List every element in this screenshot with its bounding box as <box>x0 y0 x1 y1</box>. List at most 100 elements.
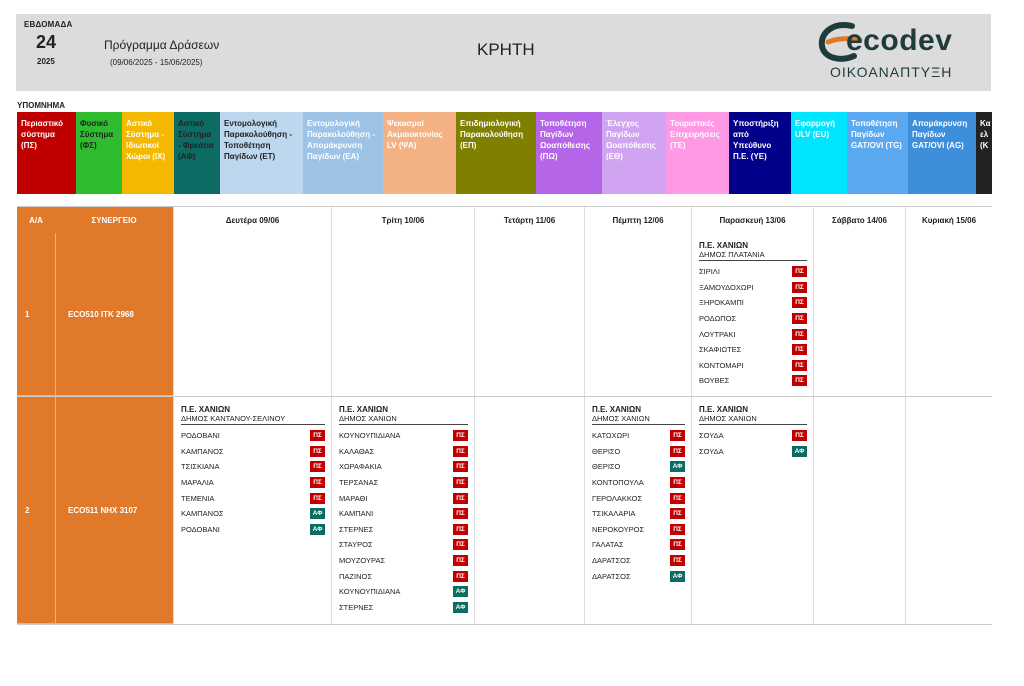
day-cell <box>474 233 584 396</box>
activity-badge: ΠΣ <box>453 570 468 582</box>
table-row: 2 ECO511 ΝΗΧ 3107 Π.Ε. ΧΑΝΙΩΝ ΔΗΜΟΣ ΚΑΝΤΑΝΟ… <box>17 397 992 625</box>
table-row: 1 ECO510 ΙΤΚ 2968 Π.Ε. ΧΑΝΙΩΝ ΔΗΜΟΣ ΠΛΑΤΑΝΙ… <box>17 233 992 397</box>
day-cell <box>331 233 474 396</box>
activity-badge: ΠΣ <box>310 477 325 489</box>
village-name: ΤΕΜΕΝΙΑ <box>181 493 215 503</box>
week-number: 24 <box>36 32 57 52</box>
column-header: Α/Α <box>17 207 55 233</box>
list-item: ΔΑΡΑΤΣΟΣ ΑΦ <box>592 568 685 584</box>
list-item: ΜΑΡΑΛΙΑ ΠΣ <box>181 475 325 491</box>
regional-unit: Π.Ε. ΧΑΝΙΩΝ <box>592 405 642 414</box>
day-cell: Π.Ε. ΧΑΝΙΩΝ ΔΗΜΟΣ ΚΑΝΤΑΝΟΥ-ΣΕΛΙΝΟΥ ΡΟΔΟΒΑΝ… <box>173 397 331 624</box>
logo-text: ecodev <box>846 24 953 57</box>
village-name: ΤΣΙΚΑΛΑΡΙΑ <box>592 509 636 519</box>
village-name: ΔΑΡΑΤΣΟΣ <box>592 571 631 581</box>
village-name: ΡΟΔΩΠΟΣ <box>699 314 737 324</box>
village-name: ΓΑΛΑΤΑΣ <box>592 540 624 550</box>
list-item: ΠΑΖΙΝΟΣ ΠΣ <box>339 568 468 584</box>
village-name: ΡΟΔΟΒΑΝΙ <box>181 524 220 534</box>
column-header: Τετάρτη 11/06 <box>474 207 584 233</box>
table-header: Α/Α ΣΥΝΕΡΓΕΙΟ Δευτέρα 09/06 Τρίτη 10/06 Τετά… <box>17 206 992 233</box>
list-item: ΛΟΥΤΡΑΚΙ ΠΣ <box>699 326 807 342</box>
village-name: ΚΟΥΝΟΥΠΙΔΙΑΝΑ <box>339 431 401 441</box>
list-item: ΘΕΡΙΣΟ ΑΦ <box>592 459 685 475</box>
list-item: ΣΟΥΔΑ ΑΦ <box>699 444 807 460</box>
activity-badge: ΠΣ <box>670 508 685 520</box>
village-name: ΣΟΥΔΑ <box>699 446 724 456</box>
village-name: ΛΟΥΤΡΑΚΙ <box>699 329 736 339</box>
village-name: ΞΗΡΟΚΑΜΠΙ <box>699 298 744 308</box>
list-item: ΡΟΔΩΠΟΣ ΠΣ <box>699 311 807 327</box>
activity-badge: ΑΦ <box>670 461 685 473</box>
list-item: ΚΑΜΠΑΝΟΣ ΠΣ <box>181 444 325 460</box>
day-cell <box>813 233 905 396</box>
legend-item: Εντομολογική Παρακολούθηση - Απομάκρυνση… <box>303 112 383 194</box>
regional-unit: Π.Ε. ΧΑΝΙΩΝ <box>699 405 749 414</box>
activity-badge: ΠΣ <box>792 328 807 340</box>
legend-item: Τουριστικές Επιχειρήσεις (ΤΕ) <box>666 112 729 194</box>
activity-badge: ΠΣ <box>670 523 685 535</box>
legend-title: ΥΠΟΜΝΗΜΑ <box>17 101 65 110</box>
column-header: Σάββατο 14/06 <box>813 207 905 233</box>
village-name: ΚΑΜΠΑΝΟΣ <box>181 509 224 519</box>
village-name: ΜΑΡΑΘΙ <box>339 493 368 503</box>
village-name: ΣΙΡΙΛΙ <box>699 267 720 277</box>
activity-badge: ΠΣ <box>792 430 807 442</box>
activity-badge: ΠΣ <box>310 430 325 442</box>
list-item: ΤΕΜΕΝΙΑ ΠΣ <box>181 490 325 506</box>
list-item: ΚΑΜΠΑΝΙ ΠΣ <box>339 506 468 522</box>
legend-item: Έλεγχος Παγίδων Ωοαπόθεσης (ΕΘ) <box>602 112 666 194</box>
list-item: ΣΤΕΡΝΕΣ ΠΣ <box>339 522 468 538</box>
activity-badge: ΑΦ <box>453 586 468 598</box>
activity-badge: ΠΣ <box>453 523 468 535</box>
logo-subtitle: ΟΙΚΟΑΝΑΠΤΥΞΗ <box>830 64 953 80</box>
legend-item: Περιαστικό σύστημα (ΠΣ) <box>17 112 76 194</box>
village-name: ΘΕΡΙΣΟ <box>592 462 621 472</box>
village-name: ΚΑΛΑΘΑΣ <box>339 446 375 456</box>
day-cell <box>584 233 691 396</box>
activity-badge: ΠΣ <box>453 461 468 473</box>
list-item: ΜΟΥΖΟΥΡΑΣ ΠΣ <box>339 553 468 569</box>
activity-badge: ΠΣ <box>670 477 685 489</box>
list-item: ΣΤΑΥΡΟΣ ΠΣ <box>339 537 468 553</box>
list-item: ΡΟΔΟΒΑΝΙ ΑΦ <box>181 522 325 538</box>
village-name: ΣΤΕΡΝΕΣ <box>339 524 374 534</box>
team-name: ECO511 ΝΗΧ 3107 <box>55 397 173 624</box>
village-name: ΧΩΡΑΦΑΚΙΑ <box>339 462 382 472</box>
activity-badge: ΑΦ <box>310 523 325 535</box>
list-item: ΤΣΙΚΑΛΑΡΙΑ ΠΣ <box>592 506 685 522</box>
legend-item: Υποστήριξη από Υπεύθυνο Π.Ε. (ΥΕ) <box>729 112 791 194</box>
activity-badge: ΠΣ <box>453 477 468 489</box>
legend-item: Ψεκασμοί Ακμαιοκτονίας LV (ΨΑ) <box>383 112 456 194</box>
village-name: ΜΑΡΑΛΙΑ <box>181 478 214 488</box>
village-name: ΚΑΜΠΑΝΟΣ <box>181 446 224 456</box>
activity-badge: ΑΦ <box>453 601 468 613</box>
list-item: ΒΟΥΒΕΣ ΠΣ <box>699 373 807 389</box>
list-item: ΜΑΡΑΘΙ ΠΣ <box>339 490 468 506</box>
list-item: ΚΟΝΤΟΜΑΡΙ ΠΣ <box>699 358 807 374</box>
activity-badge: ΠΣ <box>670 492 685 504</box>
list-item: ΝΕΡΟΚΟΥΡΟΣ ΠΣ <box>592 522 685 538</box>
list-item: ΚΑΛΑΘΑΣ ΠΣ <box>339 444 468 460</box>
list-item: ΚΑΜΠΑΝΟΣ ΑΦ <box>181 506 325 522</box>
list-item: ΞΗΡΟΚΑΜΠΙ ΠΣ <box>699 295 807 311</box>
date-range: (09/06/2025 - 15/06/2025) <box>110 58 203 67</box>
list-item: ΓΑΛΑΤΑΣ ΠΣ <box>592 537 685 553</box>
municipality: ΔΗΜΟΣ ΧΑΝΙΩΝ <box>699 414 807 425</box>
list-item: ΤΕΡΣΑΝΑΣ ΠΣ <box>339 475 468 491</box>
column-header: Τρίτη 10/06 <box>331 207 474 233</box>
municipality: ΔΗΜΟΣ ΚΑΝΤΑΝΟΥ-ΣΕΛΙΝΟΥ <box>181 414 325 425</box>
activity-badge: ΠΣ <box>670 430 685 442</box>
team-name: ECO510 ΙΤΚ 2968 <box>55 233 173 396</box>
village-name: ΤΕΡΣΑΝΑΣ <box>339 478 379 488</box>
list-item: ΓΕΡΟΛΑΚΚΟΣ ΠΣ <box>592 490 685 506</box>
day-cell <box>813 397 905 624</box>
column-header: Κυριακή 15/06 <box>905 207 992 233</box>
village-name: ΓΕΡΟΛΑΚΚΟΣ <box>592 493 643 503</box>
list-item: ΚΟΥΝΟΥΠΙΔΙΑΝΑ ΑΦ <box>339 584 468 600</box>
list-item: ΡΟΔΟΒΑΝΙ ΠΣ <box>181 428 325 444</box>
column-header: ΣΥΝΕΡΓΕΙΟ <box>55 207 173 233</box>
day-cell <box>905 397 992 624</box>
activity-badge: ΠΣ <box>453 430 468 442</box>
region-title: ΚΡΗΤΗ <box>477 40 535 59</box>
